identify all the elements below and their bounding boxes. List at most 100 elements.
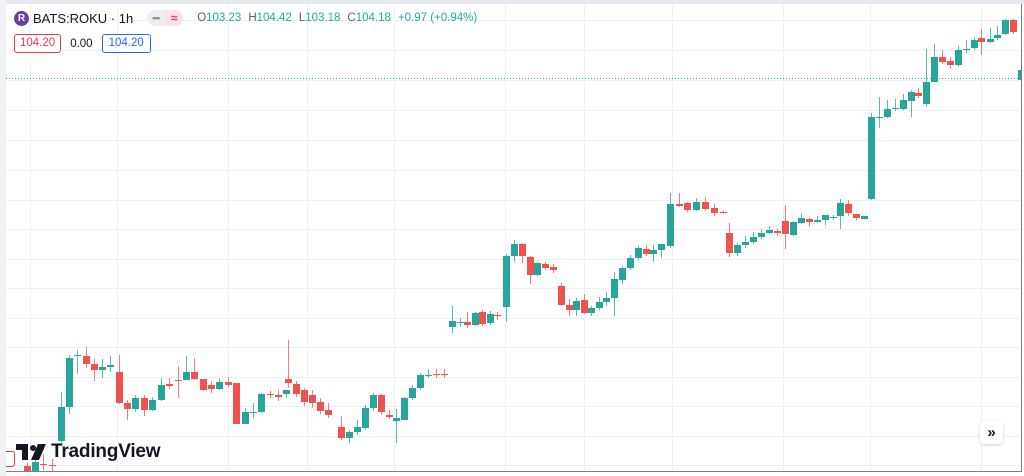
candle[interactable]: [900, 94, 907, 110]
candle[interactable]: [58, 392, 65, 443]
candle[interactable]: [987, 28, 994, 43]
buy-button[interactable]: 104.20: [101, 34, 151, 53]
candle[interactable]: [464, 312, 471, 328]
candle[interactable]: [293, 381, 300, 397]
candle[interactable]: [742, 236, 749, 248]
candle[interactable]: [250, 403, 257, 418]
candle[interactable]: [183, 356, 190, 380]
candle[interactable]: [354, 420, 361, 435]
candle[interactable]: [338, 416, 345, 440]
candle[interactable]: [225, 377, 232, 387]
candle[interactable]: [558, 283, 565, 306]
candle[interactable]: [774, 229, 781, 236]
candle[interactable]: [285, 340, 292, 388]
candle[interactable]: [782, 205, 789, 249]
candle[interactable]: [378, 394, 385, 415]
candle[interactable]: [658, 244, 665, 258]
candle[interactable]: [720, 210, 727, 214]
candle[interactable]: [275, 390, 282, 401]
candle[interactable]: [573, 298, 580, 316]
candle[interactable]: [309, 390, 316, 408]
candle[interactable]: [892, 99, 899, 111]
candle[interactable]: [837, 199, 844, 229]
candle[interactable]: [91, 359, 98, 381]
candle[interactable]: [955, 46, 962, 67]
candle[interactable]: [401, 397, 408, 420]
candle[interactable]: [702, 197, 709, 211]
candle[interactable]: [711, 204, 718, 216]
candle[interactable]: [814, 216, 821, 223]
candle[interactable]: [676, 193, 683, 207]
candle[interactable]: [116, 355, 123, 404]
candle[interactable]: [233, 383, 240, 424]
candle[interactable]: [915, 88, 922, 98]
candle[interactable]: [750, 232, 757, 244]
candle[interactable]: [74, 350, 81, 374]
candle[interactable]: [635, 246, 642, 260]
candle[interactable]: [40, 454, 47, 470]
candle[interactable]: [627, 255, 634, 270]
candle[interactable]: [519, 243, 526, 263]
candle[interactable]: [534, 262, 541, 276]
candle[interactable]: [527, 256, 534, 284]
candle[interactable]: [494, 312, 501, 320]
candle[interactable]: [603, 292, 610, 306]
candle[interactable]: [66, 355, 73, 414]
candle[interactable]: [99, 359, 106, 378]
candle[interactable]: [978, 29, 985, 55]
candle[interactable]: [619, 266, 626, 284]
candle[interactable]: [158, 378, 165, 401]
candle[interactable]: [200, 379, 207, 391]
candle[interactable]: [868, 113, 875, 200]
candle[interactable]: [24, 462, 31, 476]
candle[interactable]: [503, 254, 510, 322]
candle[interactable]: [511, 240, 518, 262]
candle[interactable]: [758, 229, 765, 239]
candle[interactable]: [884, 100, 891, 118]
candle[interactable]: [283, 390, 290, 398]
candle[interactable]: [611, 272, 618, 316]
candle[interactable]: [191, 358, 198, 380]
candle[interactable]: [370, 393, 377, 411]
candle[interactable]: [726, 223, 733, 257]
candle[interactable]: [393, 409, 400, 443]
candle[interactable]: [107, 356, 114, 372]
candle[interactable]: [362, 405, 369, 430]
candle[interactable]: [433, 369, 440, 378]
candle[interactable]: [449, 306, 456, 333]
candle[interactable]: [581, 294, 588, 314]
candle[interactable]: [1010, 19, 1017, 34]
candle[interactable]: [132, 395, 139, 412]
candle[interactable]: [650, 245, 657, 262]
candle[interactable]: [734, 243, 741, 256]
candle[interactable]: [409, 385, 416, 400]
candle[interactable]: [1002, 19, 1009, 35]
candle[interactable]: [317, 398, 324, 414]
sell-button[interactable]: 104.20: [14, 34, 62, 53]
candle[interactable]: [472, 312, 479, 326]
candle[interactable]: [876, 97, 883, 128]
candle[interactable]: [971, 38, 978, 50]
candle[interactable]: [939, 50, 946, 64]
candle[interactable]: [175, 366, 182, 398]
minus-icon[interactable]: ━: [152, 12, 160, 25]
candle[interactable]: [908, 90, 915, 117]
candle[interactable]: [861, 216, 868, 219]
candle[interactable]: [49, 459, 56, 472]
candle[interactable]: [790, 221, 797, 236]
candle[interactable]: [258, 393, 265, 413]
chart-pane[interactable]: [6, 4, 1021, 472]
candle[interactable]: [766, 226, 773, 234]
candle[interactable]: [301, 388, 308, 406]
candle[interactable]: [963, 40, 970, 53]
candle[interactable]: [479, 310, 486, 326]
candle[interactable]: [83, 347, 90, 368]
legend-toggle-pill[interactable]: ━ ≈: [147, 10, 184, 26]
flag-icon[interactable]: [6, 451, 15, 467]
candle[interactable]: [242, 408, 249, 424]
candle[interactable]: [931, 44, 938, 82]
candle[interactable]: [216, 378, 223, 390]
scroll-to-realtime-button[interactable]: »: [980, 421, 1003, 444]
candle[interactable]: [386, 410, 393, 419]
candle[interactable]: [853, 214, 860, 220]
